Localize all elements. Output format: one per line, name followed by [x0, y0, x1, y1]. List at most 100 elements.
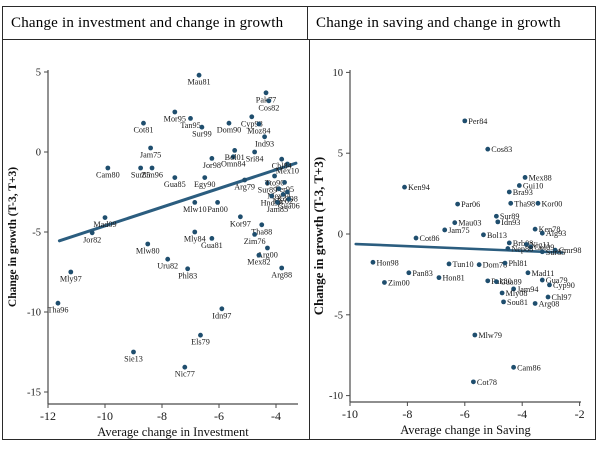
point-label-Pan83: Pan83	[412, 269, 432, 278]
trend-line	[57, 161, 298, 243]
point-label-Per84: Per84	[468, 117, 487, 126]
data-point-Gua06	[286, 196, 292, 202]
point-label-Pak77: Pak77	[256, 95, 276, 104]
point-label-Mor95: Mor95	[164, 115, 186, 124]
data-point-Tan95	[188, 116, 193, 121]
point-label-Tha88: Tha88	[251, 227, 272, 236]
point-label-Cam80: Cam80	[96, 171, 120, 180]
point-label-Gua06: Gua06	[278, 202, 300, 211]
point-label-Mlw79: Mlw79	[478, 331, 502, 340]
point-label-Tha96: Tha96	[48, 306, 69, 315]
point-label-Egy90: Egy90	[194, 180, 215, 189]
y-tick-label: 5	[338, 149, 343, 160]
data-point-Sri84	[252, 149, 258, 155]
point-label-Cmr98: Cmr98	[559, 246, 582, 255]
data-point-Cam86	[511, 364, 516, 370]
point-label-Sur99: Sur99	[192, 130, 212, 139]
data-point-Mly08	[499, 290, 505, 296]
data-point-Mad11	[525, 270, 531, 276]
point-label-Phl81: Phl81	[508, 259, 527, 268]
point-label-Mau81: Mau81	[187, 78, 210, 87]
point-label-Brb08: Brb08	[513, 239, 533, 248]
data-point-Mlw79	[472, 332, 478, 338]
data-point-Cot78	[471, 379, 476, 385]
point-label-Mly97: Mly97	[60, 275, 82, 284]
point-label-Mex94: Mex94	[267, 191, 290, 200]
point-label-Sur89: Sur89	[500, 212, 520, 221]
data-point-Mlw80	[145, 241, 151, 247]
panel-title-investment: Change in investment and change in growt…	[3, 7, 308, 39]
data-point-Chl84	[279, 156, 285, 162]
point-label-Zim00: Zim00	[388, 278, 410, 287]
data-point-Tto90	[272, 173, 277, 179]
x-tick-label: -12	[40, 409, 56, 423]
point-label-Arg00: Arg00	[257, 251, 278, 260]
y-axis-title: Change in growth (T-3, T+3)	[7, 167, 19, 307]
data-point-Egy90	[202, 175, 208, 181]
data-point-Mex82	[256, 252, 262, 258]
data-point-Dom78	[476, 262, 482, 268]
data-point-Jor98	[209, 156, 215, 161]
point-label-Arg88: Arg88	[271, 271, 292, 280]
data-point-Pak80	[485, 278, 491, 284]
scatter-saving-growth: 10 5 0 -5 -10 -10 -8 -6 -4 -2 Average change in Sa…	[311, 68, 585, 437]
point-label-Cos83: Cos83	[491, 145, 512, 154]
x-tick-label: -10	[342, 407, 358, 421]
point-label-Tha98: Tha98	[514, 199, 535, 208]
panel-title-saving-text: Change in saving and change in growth	[316, 14, 561, 31]
data-point-Idn93	[495, 219, 501, 225]
point-label-Mlw10: Mlw10	[183, 205, 207, 214]
data-point-Mlw10	[192, 200, 198, 205]
data-point-Mex10	[285, 161, 290, 167]
data-point-Per95	[282, 180, 287, 185]
data-point-Per84	[462, 118, 468, 124]
point-label-Idn93: Idn93	[501, 218, 520, 227]
point-label-Arg79: Arg79	[234, 183, 255, 192]
point-label-Sur85: Sur85	[546, 248, 566, 257]
point-label-Tun10: Tun10	[453, 260, 474, 269]
x-tick-label: -10	[97, 409, 113, 423]
point-label-Mex88: Mex88	[529, 173, 552, 182]
point-label-Jam75: Jam75	[448, 226, 469, 235]
data-point-Par06	[455, 201, 461, 207]
y-tick-label: 5	[36, 68, 41, 79]
data-point-Tun10	[446, 261, 452, 267]
point-label-Cot78: Cot78	[477, 378, 497, 387]
point-label-Arg08: Arg08	[539, 299, 560, 308]
point-label-Cot86: Cot86	[420, 234, 440, 243]
data-point-Cmr98	[552, 247, 558, 253]
data-point-Nic02	[280, 192, 286, 197]
point-label-Gua79: Gua79	[546, 276, 568, 285]
point-label-Cam86: Cam86	[517, 363, 541, 372]
data-point-Kor97	[237, 214, 243, 220]
data-point-Phl83	[185, 266, 191, 272]
scatter-investment-growth: 5 0 -5 -10 -15 -12 -10 -8 -6 -4 Average change in …	[7, 68, 300, 440]
data-point-Nig11	[524, 242, 529, 247]
data-point-Sur89	[265, 180, 270, 186]
point-label-Alg93: Alg93	[546, 229, 566, 238]
point-label-Idn97: Idn97	[212, 311, 231, 320]
y-tick-label: 0	[338, 230, 343, 241]
point-label-Zim76: Zim76	[244, 237, 266, 246]
point-label-Omn84: Omn84	[221, 159, 246, 168]
point-label-Mly08: Mly08	[506, 289, 528, 298]
data-point-Gua79	[539, 277, 545, 283]
data-point-Hnd98	[269, 193, 275, 199]
data-point-Zim76	[252, 232, 258, 237]
data-point-Gua85	[172, 175, 178, 181]
data-point-Arg79	[242, 177, 248, 183]
point-label-Gua89: Gua89	[500, 278, 522, 287]
point-label-Chl97: Chl97	[552, 293, 572, 302]
point-label-Chl84: Chl84	[272, 162, 292, 171]
point-label-Sie13: Sie13	[124, 355, 143, 364]
point-label-Ken78: Ken78	[539, 225, 561, 234]
data-point-Cos83	[485, 146, 491, 152]
data-point-Jam75	[442, 227, 448, 233]
data-point-Ken78	[532, 226, 538, 232]
point-label-Hon81: Hon81	[442, 274, 464, 283]
point-label-Jor82: Jor82	[83, 235, 101, 244]
y-tick-label: -15	[27, 388, 41, 399]
point-label-Par06: Par06	[461, 200, 480, 209]
y-tick-label: 0	[36, 148, 41, 159]
point-label-Gui10: Gui10	[523, 182, 543, 191]
